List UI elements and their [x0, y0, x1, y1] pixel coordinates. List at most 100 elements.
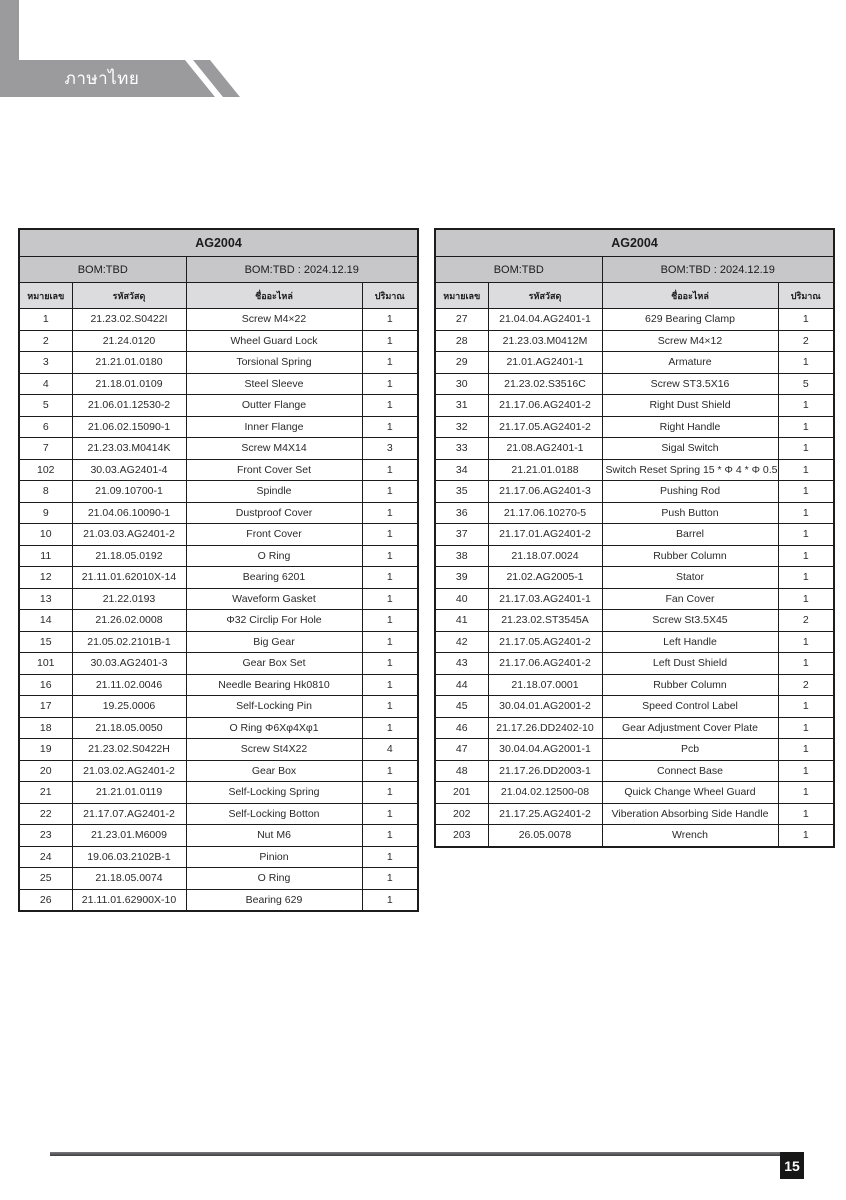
table-cell: 19 — [18, 738, 73, 761]
table-cell: 1 — [361, 609, 419, 632]
table-cell: Push Button — [601, 501, 779, 524]
table-row: 3 21.21.01.0180 Torsional Spring 1 — [18, 351, 419, 374]
table-cell: 21.23.03.M0414K — [71, 437, 187, 460]
table-row: 27 21.04.04.AG2401-1 629 Bearing Clamp 1 — [434, 308, 835, 331]
table-cell: 203 — [434, 824, 489, 847]
table-cell: 28 — [434, 329, 489, 352]
table-cell: 21.01.AG2401-1 — [487, 351, 603, 374]
page-number: 15 — [784, 1157, 800, 1174]
table-row: 11 21.18.05.0192 O Ring 1 — [18, 544, 419, 567]
col-header-name: ชื่ออะไหล่ — [185, 282, 363, 309]
table-row: 203 26.05.0078 Wrench 1 — [434, 824, 835, 847]
table-cell: Left Dust Shield — [601, 652, 779, 675]
table-cell: 21.21.01.0180 — [71, 351, 187, 374]
table-cell: 201 — [434, 781, 489, 804]
table-row: 101 30.03.AG2401-3 Gear Box Set 1 — [18, 652, 419, 675]
table-cell: Connect Base — [601, 759, 779, 782]
table-cell: 39 — [434, 566, 489, 589]
table-cell: Right Dust Shield — [601, 394, 779, 417]
table-row: 24 19.06.03.2102B-1 Pinion 1 — [18, 845, 419, 868]
column-header-row: หมายเลข รหัสวัสดุ ชื่ออะไหล่ ปริมาณ — [18, 282, 419, 309]
table-row: 20 21.03.02.AG2401-2 Gear Box 1 — [18, 759, 419, 782]
table-cell: 15 — [18, 630, 73, 653]
table-cell: 26 — [18, 888, 73, 912]
table-cell: 1 — [361, 652, 419, 675]
table-cell: Barrel — [601, 523, 779, 546]
table-cell: 102 — [18, 458, 73, 481]
table-cell: 1 — [777, 781, 835, 804]
table-cell: 21.11.01.62010X-14 — [71, 566, 187, 589]
table-cell: 42 — [434, 630, 489, 653]
table-row: 31 21.17.06.AG2401-2 Right Dust Shield 1 — [434, 394, 835, 417]
table-row: 33 21.08.AG2401-1 Sigal Switch 1 — [434, 437, 835, 460]
table-cell: 1 — [361, 695, 419, 718]
table-row: 10 21.03.03.AG2401-2 Front Cover 1 — [18, 523, 419, 546]
table-cell: 202 — [434, 802, 489, 825]
table-row: 14 21.26.02.0008 Φ32 Circlip For Hole 1 — [18, 609, 419, 632]
table-cell: 21.23.02.S0422H — [71, 738, 187, 761]
table-cell: Steel Sleeve — [185, 372, 363, 395]
table-cell: 18 — [18, 716, 73, 739]
table-cell: 21.18.05.0192 — [71, 544, 187, 567]
table-row: 19 21.23.02.S0422H Screw St4X22 4 — [18, 738, 419, 761]
table-cell: O Ring — [185, 867, 363, 890]
table-row: 9 21.04.06.10090-1 Dustproof Cover 1 — [18, 501, 419, 524]
table-cell: 1 — [777, 308, 835, 331]
table-title: AG2004 — [18, 228, 419, 257]
table-cell: Gear Adjustment Cover Plate — [601, 716, 779, 739]
table-cell: Screw M4×22 — [185, 308, 363, 331]
table-cell: 21.03.03.AG2401-2 — [71, 523, 187, 546]
table-cell: 21.23.03.M0412M — [487, 329, 603, 352]
table-row: 26 21.11.01.62900X-10 Bearing 629 1 — [18, 888, 419, 912]
table-row: 40 21.17.03.AG2401-1 Fan Cover 1 — [434, 587, 835, 610]
table-row: 13 21.22.0193 Waveform Gasket 1 — [18, 587, 419, 610]
table-row: 34 21.21.01.0188 Switch Reset Spring 15 * … — [434, 458, 835, 481]
table-cell: 21.26.02.0008 — [71, 609, 187, 632]
table-row: 15 21.05.02.2101B-1 Big Gear 1 — [18, 630, 419, 653]
table-cell: 21.04.06.10090-1 — [71, 501, 187, 524]
table-cell: 41 — [434, 609, 489, 632]
table-cell: O Ring — [185, 544, 363, 567]
table-cell: 16 — [18, 673, 73, 696]
table-row: 45 30.04.01.AG2001-2 Speed Control Label 1 — [434, 695, 835, 718]
table-cell: 1 — [361, 566, 419, 589]
table-cell: 21.17.05.AG2401-2 — [487, 630, 603, 653]
table-cell: 24 — [18, 845, 73, 868]
table-cell: 1 — [777, 480, 835, 503]
table-row: 6 21.06.02.15090-1 Inner Flange 1 — [18, 415, 419, 438]
table-cell: 1 — [361, 845, 419, 868]
table-row: 8 21.09.10700-1 Spindle 1 — [18, 480, 419, 503]
column-header-row: หมายเลข รหัสวัสดุ ชื่ออะไหล่ ปริมาณ — [434, 282, 835, 309]
table-cell: 38 — [434, 544, 489, 567]
table-cell: 9 — [18, 501, 73, 524]
table-row: 25 21.18.05.0074 O Ring 1 — [18, 867, 419, 890]
table-title-row: AG2004 — [18, 228, 419, 257]
parts-table-right: AG2004 BOM:TBD BOM:TBD : 2024.12.19 หมาย… — [434, 228, 835, 848]
table-cell: 1 — [777, 802, 835, 825]
table-cell: 21.17.26.DD2003-1 — [487, 759, 603, 782]
parts-table-left: AG2004 BOM:TBD BOM:TBD : 2024.12.19 หมาย… — [18, 228, 419, 912]
table-cell: Quick Change Wheel Guard — [601, 781, 779, 804]
table-cell: 1 — [361, 480, 419, 503]
table-cell: 1 — [777, 415, 835, 438]
corner-bar — [0, 0, 19, 97]
table-cell: Self-Locking Botton — [185, 802, 363, 825]
table-cell: 21.06.01.12530-2 — [71, 394, 187, 417]
table-cell: 30.03.AG2401-3 — [71, 652, 187, 675]
table-cell: 33 — [434, 437, 489, 460]
table-cell: 21.04.02.12500-08 — [487, 781, 603, 804]
table-cell: 1 — [361, 308, 419, 331]
table-cell: 45 — [434, 695, 489, 718]
table-cell: 21.04.04.AG2401-1 — [487, 308, 603, 331]
col-header-number: หมายเลข — [18, 282, 73, 309]
table-cell: Φ32 Circlip For Hole — [185, 609, 363, 632]
table-cell: 22 — [18, 802, 73, 825]
table-row: 7 21.23.03.M0414K Screw M4X14 3 — [18, 437, 419, 460]
table-cell: 17 — [18, 695, 73, 718]
table-cell: 2 — [18, 329, 73, 352]
table-cell: Needle Bearing Hk0810 — [185, 673, 363, 696]
table-cell: 2 — [777, 673, 835, 696]
table-cell: 3 — [18, 351, 73, 374]
table-cell: 21.18.01.0109 — [71, 372, 187, 395]
table-cell: 21.09.10700-1 — [71, 480, 187, 503]
